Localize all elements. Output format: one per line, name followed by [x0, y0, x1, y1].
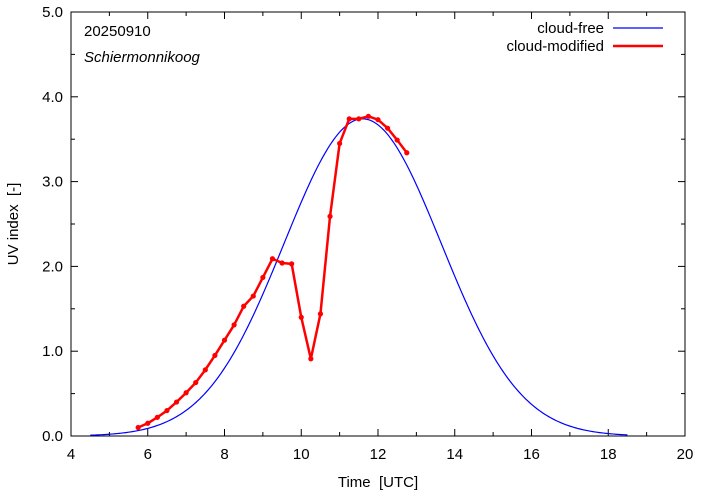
data-point-cloud-modified	[145, 420, 151, 426]
data-point-cloud-modified	[346, 116, 352, 122]
plot-frame	[70, 11, 686, 437]
x-tick-label: 8	[220, 446, 228, 463]
x-tick-label: 16	[523, 446, 540, 463]
data-point-cloud-modified	[154, 414, 160, 420]
data-point-cloud-modified	[404, 150, 410, 156]
data-point-cloud-modified	[375, 117, 381, 123]
x-tick-label: 20	[677, 446, 694, 463]
y-axis-label: UV index [-]	[5, 183, 22, 266]
x-tick-label: 6	[144, 446, 152, 463]
data-point-cloud-modified	[327, 213, 333, 219]
data-point-cloud-modified	[365, 113, 372, 119]
data-point-cloud-modified	[164, 407, 170, 414]
data-point-cloud-modified	[308, 356, 314, 362]
data-point-cloud-modified	[337, 140, 343, 147]
x-tick-label: 10	[293, 446, 310, 463]
y-tick-label: 1.0	[42, 343, 63, 360]
legend-label-cloud-modified: cloud-modified	[506, 38, 604, 55]
data-point-cloud-modified	[183, 390, 189, 396]
y-tick-label: 4.0	[42, 89, 63, 106]
x-tick-label: 14	[446, 446, 463, 463]
data-point-cloud-modified	[231, 322, 237, 328]
data-point-cloud-modified	[317, 311, 324, 317]
data-point-cloud-modified	[289, 261, 295, 267]
data-point-cloud-modified	[135, 424, 141, 431]
data-point-cloud-modified	[250, 293, 256, 299]
series-layer	[90, 113, 628, 436]
data-point-cloud-modified	[241, 303, 247, 309]
data-point-cloud-modified	[202, 367, 208, 373]
y-tick-label: 5.0	[42, 4, 63, 21]
series-line-cloud-free	[90, 118, 628, 436]
data-point-cloud-modified	[212, 352, 218, 359]
legend-label-cloud-free: cloud-free	[537, 20, 604, 37]
data-point-cloud-modified	[173, 399, 180, 405]
data-point-cloud-modified	[221, 337, 228, 343]
x-tick-label: 12	[370, 446, 387, 463]
data-point-cloud-modified	[394, 137, 400, 143]
data-point-cloud-modified	[356, 116, 362, 122]
axis-ticks: 4 6 8 10 12 14 16 18 20 0.0 1.0 2.0 3.0 4.0 5.0	[42, 4, 693, 463]
y-tick-label: 2.0	[42, 258, 63, 275]
x-tick-label: 18	[600, 446, 617, 463]
data-point-cloud-modified	[193, 379, 199, 386]
y-tick-label: 0.0	[42, 428, 63, 445]
data-point-cloud-modified	[269, 256, 276, 262]
data-point-cloud-modified	[298, 314, 304, 320]
data-point-cloud-modified	[260, 274, 266, 281]
data-point-cloud-modified	[384, 125, 391, 131]
x-axis-label: Time [UTC]	[338, 474, 418, 491]
y-tick-label: 3.0	[42, 174, 63, 191]
x-tick-label: 4	[67, 446, 75, 463]
location-annotation: Schiermonnikoog	[84, 49, 201, 66]
legend: cloud-free cloud-modified	[506, 20, 663, 55]
date-annotation: 20250910	[84, 23, 151, 40]
data-point-cloud-modified	[279, 260, 285, 266]
